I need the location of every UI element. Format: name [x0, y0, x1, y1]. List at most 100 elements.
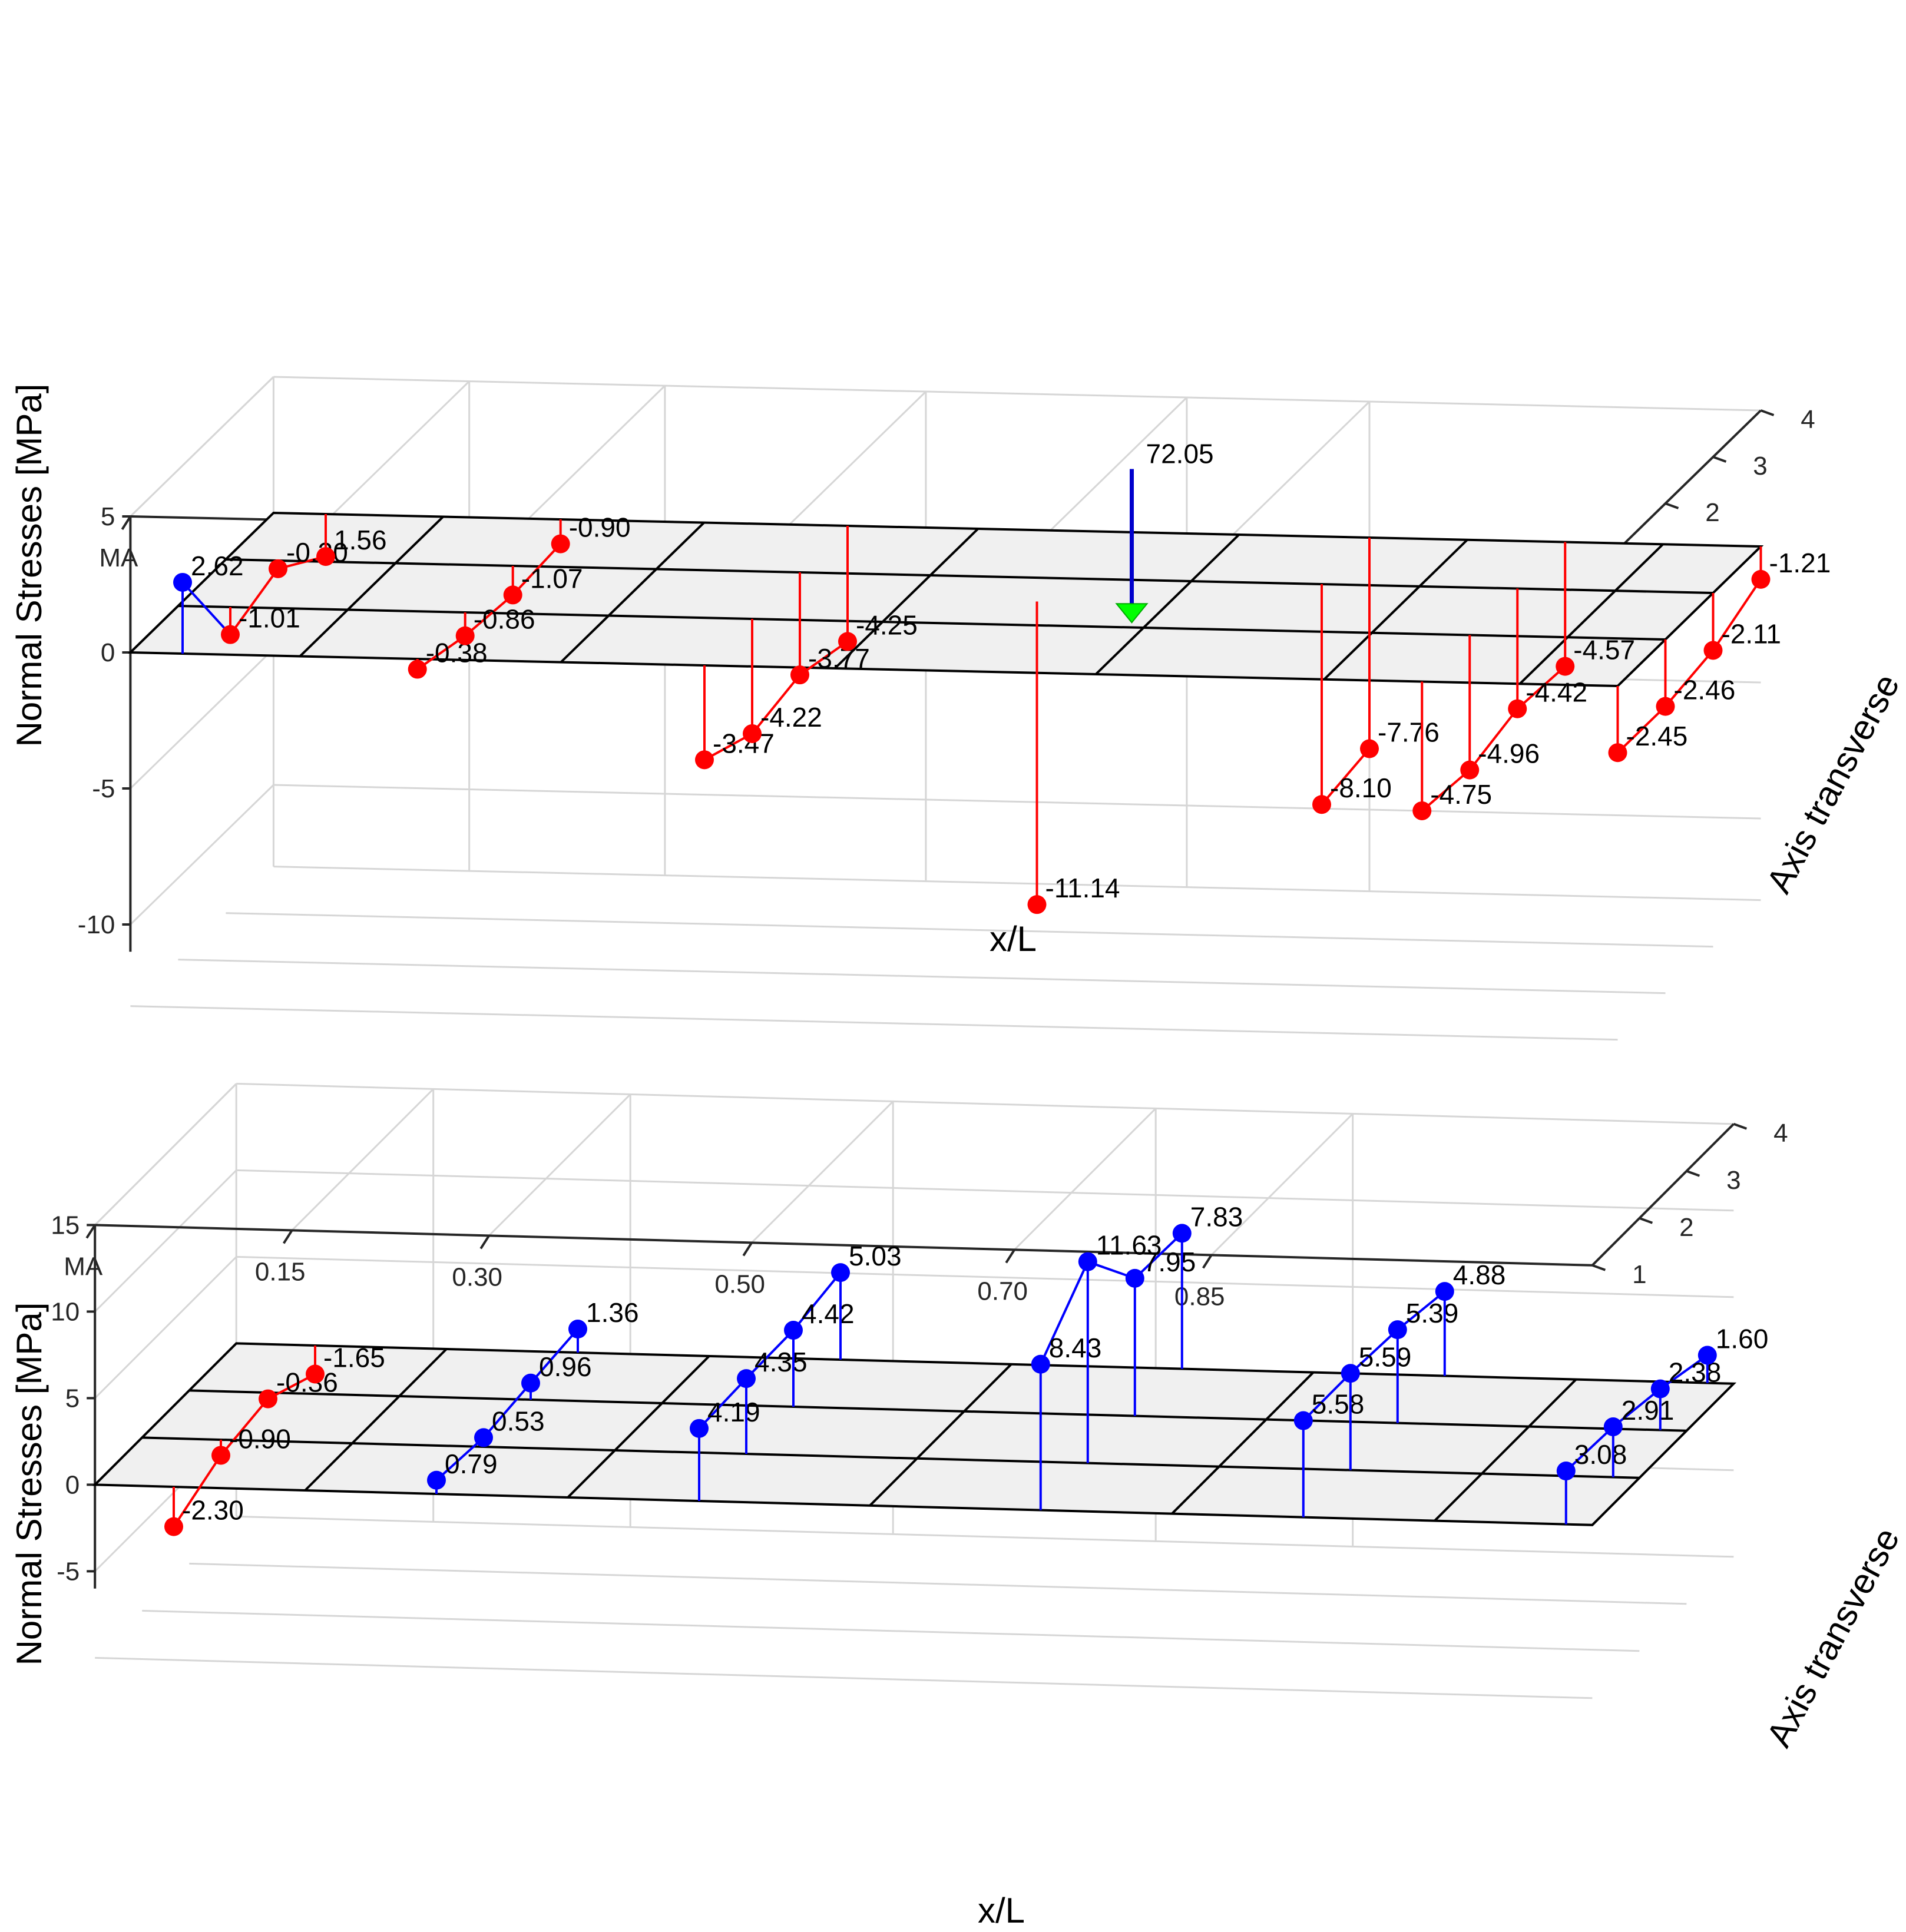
panel2-stem-marker: [1435, 1282, 1454, 1301]
panel1-plane-col-line: [1518, 543, 1664, 685]
panel1-grid-wall-hline: [273, 784, 1761, 820]
panel1-grid-back-line: [130, 1005, 1618, 1041]
panel2-data-label: 1.36: [586, 1297, 639, 1328]
panel1-stem-marker: [1556, 657, 1575, 676]
panel1-stem-marker: [790, 665, 809, 685]
panel1-stem-marker: [1360, 739, 1379, 758]
panel1-data-label: -2.46: [1674, 675, 1736, 705]
panel2-x-tick: [85, 1224, 96, 1239]
panel1-z-tick-label: 0: [101, 638, 115, 667]
panel1-series-line: [799, 640, 849, 676]
panel1-stem-marker: [551, 534, 570, 554]
panel1-stem-marker: [221, 625, 240, 644]
panel2-x-axis-line: [95, 1224, 1593, 1267]
panel2-grid-back-line: [189, 1562, 1687, 1605]
panel2-series-line: [1039, 1261, 1089, 1365]
panel1-grid-back-line: [226, 912, 1713, 948]
panel2-data-label: 0.53: [492, 1406, 545, 1436]
panel2-stem-marker: [211, 1446, 230, 1465]
panel2-y-tick-label: 3: [1726, 1166, 1740, 1195]
panel1-data-label: -0.38: [426, 638, 488, 668]
panel2-series-line: [435, 1436, 485, 1482]
panel2-series-line: [745, 1329, 795, 1380]
panel1-stem-marker: [408, 660, 427, 679]
panel1-grid-wall-hline: [273, 376, 1761, 412]
panel1-stem-marker: [1656, 697, 1675, 716]
panel2-x-tick-label: MA: [64, 1252, 103, 1281]
panel1-data-label: -1.07: [521, 563, 583, 594]
panel2-stem-marker: [1078, 1252, 1097, 1271]
panel2-stem-marker: [1650, 1379, 1670, 1399]
panel1-data-label: -4.25: [856, 609, 918, 640]
panel1-plane-col-line: [299, 516, 444, 657]
panel1-data-label: -11.14: [1045, 873, 1120, 903]
panel1-stem-marker: [1312, 795, 1331, 814]
panel1-z-tick-label: 5: [101, 502, 115, 531]
panel1-series-line: [416, 635, 466, 671]
panel2-data-label: 4.35: [755, 1347, 808, 1377]
panel2-series-line: [1565, 1426, 1614, 1472]
panel2-stem-marker: [259, 1389, 277, 1409]
panel2-series-line: [1134, 1232, 1183, 1280]
panel2-x-tick: [479, 1235, 490, 1250]
panel1-series-line: [1712, 578, 1762, 651]
panel2-grid-back-line: [95, 1656, 1593, 1699]
panel2-data-label: 8.43: [1049, 1333, 1102, 1363]
panel1-data-label: -2.11: [1722, 618, 1781, 649]
panel1-y-tick: [1760, 409, 1775, 416]
panel2-plane-row-line: [189, 1389, 1687, 1432]
panel2-y-tick-label: 1: [1632, 1260, 1646, 1289]
panel2-stem-marker: [164, 1517, 183, 1536]
panel1-stem-marker: [1508, 699, 1527, 718]
panel1-stem-marker: [1412, 801, 1432, 820]
panel1-data-label: -0.30: [286, 537, 348, 568]
panel1-stem-marker: [838, 632, 857, 651]
panel1-grid-side-line: [130, 648, 274, 790]
panel2-x-axis-title: x/L: [978, 1891, 1025, 1930]
panel2-stem-marker: [521, 1373, 540, 1393]
panel2-series-line: [1612, 1388, 1662, 1428]
panel1-x-axis-title: x/L: [990, 919, 1037, 959]
panel2-y-axis-title: Axis transverse: [1759, 1522, 1906, 1754]
panel1-y-tick-label: 4: [1801, 405, 1815, 434]
panel1-z-tick-label: -10: [78, 910, 115, 939]
panel2-plane-col-line: [567, 1355, 710, 1499]
panel1-stem-marker: [743, 724, 762, 743]
panel1-data-label: -7.76: [1378, 717, 1440, 748]
panel2-data-label: 1.60: [1716, 1324, 1769, 1354]
panel2-y-tick: [1591, 1264, 1606, 1271]
panel2-plane-col-line: [1171, 1371, 1315, 1515]
panel2-stem-marker: [1556, 1462, 1576, 1481]
panel2-data-label: 5.58: [1312, 1389, 1365, 1420]
panel1-data-label: -8.10: [1330, 773, 1392, 803]
panel2-y-tick-label: 2: [1679, 1213, 1693, 1242]
panel2-data-label: 2.91: [1622, 1395, 1675, 1426]
panel2-z-tick-label: 0: [65, 1470, 80, 1499]
panel2-data-label: 4.42: [802, 1298, 855, 1329]
panel2-data-label: -2.30: [182, 1495, 244, 1526]
panel1-plane-col-line: [560, 522, 705, 663]
panel2-data-label: -0.90: [229, 1423, 291, 1454]
panel1-data-label: -0.90: [569, 512, 631, 543]
panel2-stem-marker: [784, 1321, 803, 1340]
panel2-y-tick: [1686, 1169, 1700, 1177]
panel2-stem-marker: [474, 1428, 493, 1447]
panel1-grid-floor-line: [521, 385, 666, 526]
panel2-grid-back-line: [142, 1609, 1640, 1652]
panel2-grid-wall-hline: [236, 1169, 1734, 1212]
panel2-x-tick: [1202, 1254, 1213, 1269]
panel1-stem-marker: [695, 750, 714, 770]
panel2-series-line: [220, 1398, 269, 1456]
panel1-data-label: 2.62: [191, 551, 244, 581]
panel2-data-label: 5.39: [1406, 1298, 1459, 1328]
panel2-stem-marker: [1341, 1364, 1360, 1383]
panel1-series-line: [751, 674, 801, 735]
panel1-data-label: -2.45: [1626, 721, 1688, 751]
panel2-y-tick-label: 4: [1773, 1119, 1788, 1148]
panel2-plane-col-line: [304, 1348, 448, 1492]
panel1-data-label: 1.56: [334, 525, 387, 555]
panel1-grid-floor-line: [1225, 400, 1371, 542]
panel2-x-tick-label: 0.70: [977, 1277, 1028, 1305]
panel1-stem-marker: [173, 572, 192, 592]
